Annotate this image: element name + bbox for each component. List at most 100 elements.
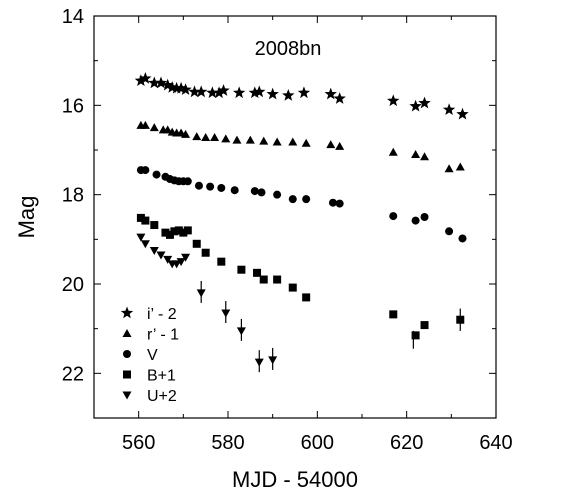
data-point xyxy=(195,85,208,98)
data-point xyxy=(288,137,298,146)
data-point xyxy=(134,74,148,87)
data-point xyxy=(141,216,150,225)
data-point xyxy=(174,226,183,235)
data-point xyxy=(150,221,159,230)
legend-marker xyxy=(120,306,134,319)
data-point xyxy=(136,213,145,222)
data-point xyxy=(273,275,282,284)
data-point xyxy=(149,123,159,132)
y-axis-label: Mag xyxy=(14,196,39,239)
data-point xyxy=(409,99,422,112)
legend-label: U+2 xyxy=(147,388,177,405)
data-point xyxy=(259,275,268,284)
data-series xyxy=(134,72,469,373)
series-3 xyxy=(136,166,467,243)
data-point xyxy=(411,216,420,225)
data-point xyxy=(442,103,456,116)
data-point xyxy=(335,141,345,150)
data-point xyxy=(297,86,311,99)
data-point xyxy=(389,310,398,319)
legend-label: r’ - 1 xyxy=(147,327,179,344)
legend: i’ - 2 r’ - 1 V B+1 U+2 xyxy=(120,306,179,405)
data-point xyxy=(232,135,242,144)
data-point xyxy=(326,140,336,149)
data-point xyxy=(165,230,174,239)
data-point xyxy=(232,86,246,99)
data-point xyxy=(154,76,168,89)
plot-frame xyxy=(93,15,497,419)
data-point xyxy=(181,129,191,138)
y-tick-label: 18 xyxy=(62,185,84,207)
x-tick-label: 620 xyxy=(390,432,423,454)
x-tick-label: 640 xyxy=(479,432,512,454)
legend-marker xyxy=(123,370,131,379)
data-point xyxy=(458,234,467,243)
data-point xyxy=(148,76,161,89)
data-point xyxy=(445,227,454,236)
data-point xyxy=(420,152,430,161)
data-point xyxy=(418,96,431,109)
data-point xyxy=(212,86,226,99)
data-point xyxy=(248,86,261,99)
data-point xyxy=(237,265,246,274)
data-point xyxy=(163,255,173,264)
data-point xyxy=(302,293,311,302)
data-point xyxy=(420,213,429,221)
data-point xyxy=(420,321,429,330)
data-point xyxy=(388,147,398,156)
data-point xyxy=(206,182,215,191)
data-point xyxy=(328,198,337,207)
data-point xyxy=(170,81,183,94)
axis-ticks xyxy=(93,15,497,419)
data-point xyxy=(257,188,266,197)
data-point xyxy=(181,253,191,262)
data-point xyxy=(253,85,266,98)
legend-label: B+1 xyxy=(147,368,176,385)
data-point xyxy=(288,283,297,292)
x-tick-label: 560 xyxy=(122,432,155,454)
chart-title: 2008bn xyxy=(255,38,322,60)
data-point xyxy=(161,78,174,91)
data-point xyxy=(163,125,173,134)
data-point xyxy=(201,248,210,257)
data-point xyxy=(456,107,469,120)
data-point xyxy=(389,212,398,221)
data-point xyxy=(183,177,192,186)
data-point xyxy=(411,149,421,158)
data-point xyxy=(273,190,282,199)
data-point xyxy=(136,233,146,242)
data-point xyxy=(170,227,179,236)
data-point xyxy=(172,260,182,269)
data-point xyxy=(192,132,202,141)
data-point xyxy=(259,136,269,145)
y-tick-label: 16 xyxy=(62,95,84,117)
data-point xyxy=(272,137,282,146)
data-point xyxy=(176,258,186,267)
legend-label: i’ - 2 xyxy=(147,306,177,323)
data-point xyxy=(192,239,201,248)
legend-marker xyxy=(122,329,132,337)
legend-label: V xyxy=(147,347,158,364)
data-point xyxy=(282,89,295,101)
series-1 xyxy=(134,72,469,120)
data-point xyxy=(335,199,344,208)
legend-marker xyxy=(122,391,132,400)
y-tick-label: 20 xyxy=(62,274,84,296)
x-tick-label: 600 xyxy=(301,432,334,454)
data-point xyxy=(217,84,230,96)
data-point xyxy=(411,331,420,340)
data-point xyxy=(245,135,255,144)
data-point xyxy=(179,228,188,237)
data-point xyxy=(179,83,192,95)
data-point xyxy=(194,181,203,190)
data-point xyxy=(217,257,226,266)
data-point xyxy=(301,138,311,147)
data-point xyxy=(333,92,346,104)
data-point xyxy=(444,164,454,173)
data-point xyxy=(156,251,166,260)
data-point xyxy=(161,228,170,237)
data-point xyxy=(201,132,211,141)
data-point xyxy=(149,247,159,255)
x-tick-label: 580 xyxy=(211,432,244,454)
